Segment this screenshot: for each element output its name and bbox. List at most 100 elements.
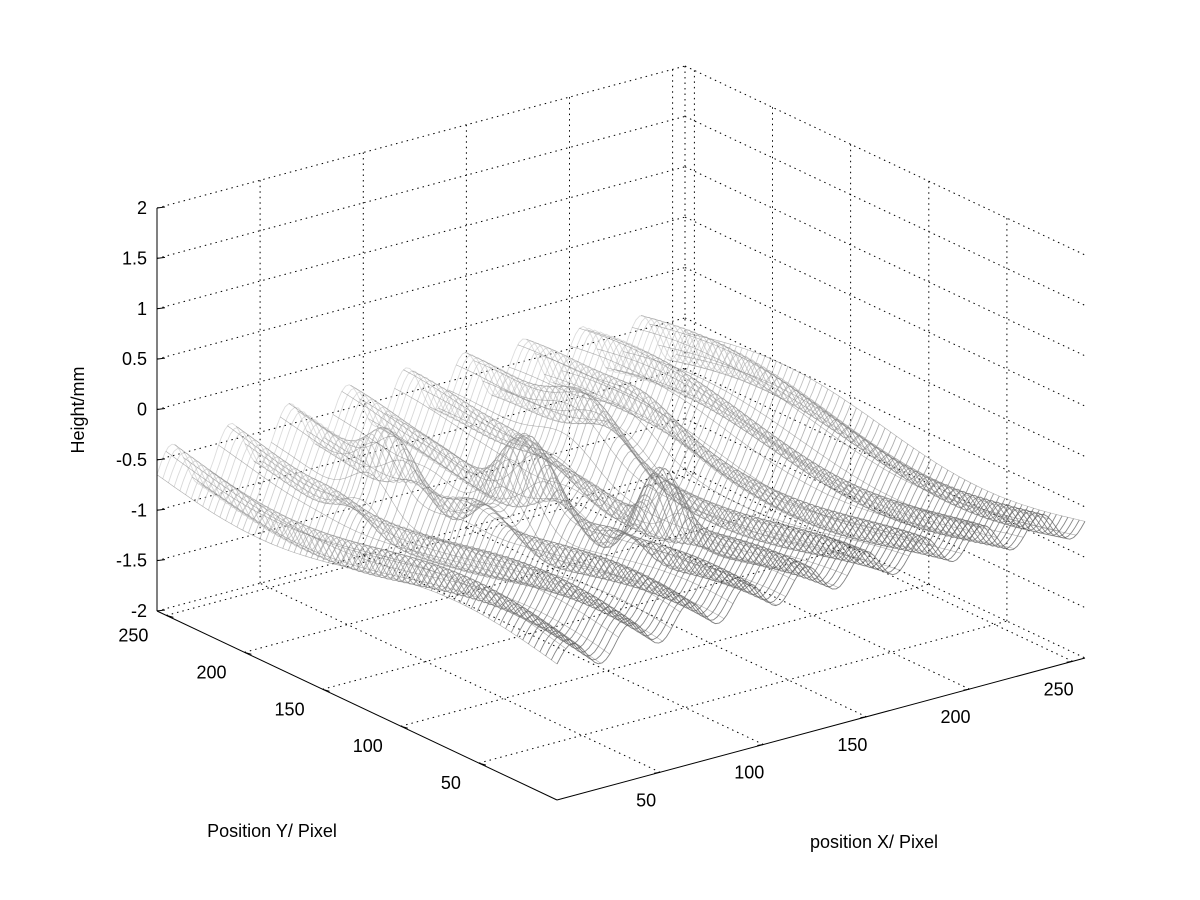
grid-line-sidewall-z <box>684 468 1086 659</box>
y-tick-label: 200 <box>196 662 226 682</box>
grid-line-sidewall-z <box>684 367 1086 558</box>
surface-line-y <box>614 369 1015 549</box>
y-tick-mark <box>478 762 487 766</box>
y-axis-label: Position Y/ Pixel <box>207 821 337 841</box>
z-tick-label: 1.5 <box>122 248 147 268</box>
surface-line-y <box>262 461 663 642</box>
surface-line-y <box>500 389 901 571</box>
surface-line-y <box>438 407 839 588</box>
surface-line-y <box>632 327 1033 523</box>
surface-line-y <box>306 430 707 618</box>
x-tick-mark <box>654 771 661 774</box>
z-tick-mark <box>156 408 166 410</box>
grid-line-sidewall-z <box>684 267 1086 457</box>
surface-line-y <box>385 413 786 597</box>
surface-line-y <box>447 389 848 576</box>
grid-line-sidewall-z <box>684 65 1086 256</box>
y-axis-line <box>156 610 558 801</box>
surface-line-y <box>605 367 1006 549</box>
surface-line-y <box>658 344 1059 532</box>
z-tick-mark <box>156 508 166 511</box>
x-tick-mark <box>860 716 867 719</box>
surface-line-y <box>491 394 892 575</box>
surface-line-y <box>561 370 962 554</box>
z-tick-mark <box>156 206 166 209</box>
y-tick-label: 100 <box>353 736 383 756</box>
surface-line-y <box>236 426 637 624</box>
grid-line-sidewall-z <box>684 216 1086 407</box>
surface-line-y <box>456 364 857 561</box>
z-tick-label: 0 <box>137 400 147 420</box>
surface-line-y <box>667 359 1068 540</box>
surface-line-y <box>324 437 725 619</box>
surface-line-y <box>429 406 830 588</box>
surface-line-y <box>297 410 698 607</box>
surface-line-y <box>209 470 610 655</box>
grid-lines <box>156 65 1086 773</box>
surface-line-y <box>570 346 971 539</box>
grid-line-floor-x <box>259 582 661 773</box>
surface-line-y <box>420 388 822 579</box>
surface-line-y <box>341 391 742 589</box>
y-tick-mark <box>244 651 252 655</box>
x-axis-label: position X/ Pixel <box>810 832 938 852</box>
y-tick-mark <box>166 614 174 618</box>
surface-line-y <box>288 403 690 604</box>
surface-line-y <box>623 351 1024 538</box>
x-tick-mark <box>757 744 764 746</box>
z-tick-label: -0.5 <box>116 450 147 470</box>
grid-line-sidewall-z <box>684 317 1086 508</box>
tick-labels: 50 100 150 200 250 50 100 150 200 250 -2 -1.5 -1 -0.5… <box>116 198 1074 810</box>
grid-line-sidewall-z <box>684 418 1086 609</box>
surface-line-y <box>676 354 1077 536</box>
surface-line-y <box>227 425 628 625</box>
surface-line-y <box>280 416 681 613</box>
axes <box>156 206 1086 801</box>
x-axis-line <box>556 657 1086 801</box>
surface-line-y <box>526 339 927 538</box>
surface-line-y <box>482 380 883 568</box>
z-tick-mark <box>156 307 166 310</box>
grid-line-backwall-z <box>156 216 686 360</box>
z-tick-label: 2 <box>137 198 147 218</box>
surface-line-y <box>183 457 584 651</box>
z-tick-label: 1 <box>137 299 147 319</box>
y-tick-label: 50 <box>441 773 461 793</box>
x-tick-mark <box>963 688 970 691</box>
surface-line-y <box>271 442 672 629</box>
z-tick-label: -1.5 <box>116 551 147 571</box>
surface-line-y <box>394 388 795 581</box>
x-tick-mark <box>1066 660 1073 663</box>
y-tick-label: 250 <box>118 625 148 645</box>
surface-line-y <box>156 474 558 665</box>
z-tick-label: -2 <box>131 601 147 621</box>
surface-mesh <box>156 315 1086 665</box>
surface-line-y <box>350 384 751 585</box>
x-tick-label: 50 <box>636 790 656 810</box>
surface-line-y <box>332 414 734 604</box>
z-tick-label: -1 <box>131 500 147 520</box>
surface-line-y <box>359 398 760 592</box>
surface-line-y <box>517 344 918 543</box>
surface-line-y <box>253 460 654 643</box>
z-tick-mark <box>156 609 166 612</box>
z-axis-label: Height/mm <box>68 366 88 453</box>
grid-line-backwall-z <box>156 115 686 259</box>
z-tick-label: 0.5 <box>122 349 147 369</box>
surface-line-y <box>535 353 936 546</box>
surface-line-y <box>684 332 1086 522</box>
surface-line-y <box>412 370 813 569</box>
z-tick-mark <box>156 559 166 562</box>
z-tick-mark <box>156 256 166 259</box>
z-tick-mark <box>156 357 166 360</box>
surface-line-y <box>552 382 954 562</box>
grid-line-sidewall-z <box>684 115 1086 306</box>
surface-line-y <box>579 328 980 527</box>
x-tick-label: 200 <box>940 707 970 727</box>
surface-line-y <box>200 483 602 664</box>
surface-line-y <box>315 443 716 624</box>
y-tick-mark <box>322 688 330 692</box>
surface-line-y <box>376 426 778 606</box>
